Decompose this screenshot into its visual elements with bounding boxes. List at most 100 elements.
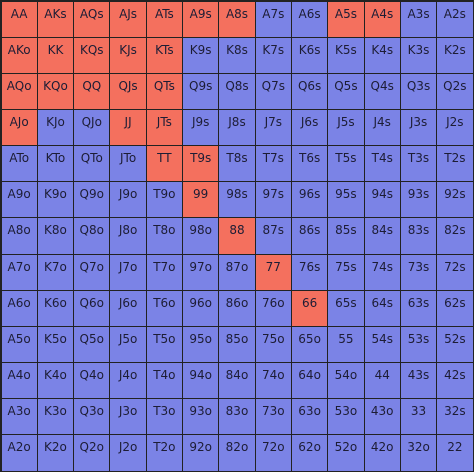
- hand-cell-88[interactable]: 88: [218, 217, 256, 255]
- hand-cell-a8s[interactable]: A8s: [218, 0, 256, 38]
- hand-cell-44[interactable]: 44: [363, 362, 401, 400]
- hand-cell-76s[interactable]: 76s: [290, 253, 329, 291]
- hand-cell-j8s[interactable]: J8s: [218, 108, 256, 147]
- hand-cell-qto[interactable]: QTo: [73, 145, 111, 183]
- hand-cell-33[interactable]: 33: [399, 398, 438, 436]
- hand-cell-t3o[interactable]: T3o: [145, 398, 184, 436]
- hand-cell-j3s[interactable]: J3s: [399, 108, 438, 147]
- hand-cell-q8o[interactable]: Q8o: [73, 217, 111, 255]
- hand-cell-87o[interactable]: 87o: [218, 253, 256, 291]
- hand-cell-j8o[interactable]: J8o: [109, 217, 147, 255]
- hand-cell-t8s[interactable]: T8s: [218, 145, 256, 183]
- hand-cell-k3s[interactable]: K3s: [399, 36, 438, 74]
- hand-cell-q3s[interactable]: Q3s: [399, 72, 438, 110]
- hand-cell-jj[interactable]: JJ: [109, 108, 147, 147]
- hand-cell-t4o[interactable]: T4o: [145, 362, 184, 400]
- hand-cell-87s[interactable]: 87s: [254, 217, 292, 255]
- hand-cell-92s[interactable]: 92s: [436, 181, 474, 219]
- hand-cell-65o[interactable]: 65o: [290, 325, 329, 364]
- hand-cell-ako[interactable]: AKo: [0, 36, 38, 74]
- hand-cell-j9o[interactable]: J9o: [109, 181, 147, 219]
- hand-cell-kts[interactable]: KTs: [145, 36, 184, 74]
- hand-cell-j7s[interactable]: J7s: [254, 108, 292, 147]
- hand-cell-k2s[interactable]: K2s: [436, 36, 474, 74]
- hand-cell-65s[interactable]: 65s: [327, 289, 365, 327]
- hand-cell-64s[interactable]: 64s: [363, 289, 401, 327]
- hand-cell-a5o[interactable]: A5o: [0, 325, 38, 364]
- hand-cell-84o[interactable]: 84o: [218, 362, 256, 400]
- hand-cell-aqs[interactable]: AQs: [73, 0, 111, 38]
- hand-cell-84s[interactable]: 84s: [363, 217, 401, 255]
- hand-cell-j5s[interactable]: J5s: [327, 108, 365, 147]
- hand-cell-72s[interactable]: 72s: [436, 253, 474, 291]
- hand-cell-t9s[interactable]: T9s: [182, 145, 220, 183]
- hand-cell-96o[interactable]: 96o: [182, 289, 220, 327]
- hand-cell-54o[interactable]: 54o: [327, 362, 365, 400]
- hand-cell-85o[interactable]: 85o: [218, 325, 256, 364]
- hand-cell-32o[interactable]: 32o: [399, 434, 438, 472]
- hand-cell-k8s[interactable]: K8s: [218, 36, 256, 74]
- hand-cell-66[interactable]: 66: [290, 289, 329, 327]
- hand-cell-97s[interactable]: 97s: [254, 181, 292, 219]
- hand-cell-62s[interactable]: 62s: [436, 289, 474, 327]
- hand-cell-q6o[interactable]: Q6o: [73, 289, 111, 327]
- hand-cell-q3o[interactable]: Q3o: [73, 398, 111, 436]
- hand-cell-t6o[interactable]: T6o: [145, 289, 184, 327]
- hand-cell-a3s[interactable]: A3s: [399, 0, 438, 38]
- hand-cell-a8o[interactable]: A8o: [0, 217, 38, 255]
- hand-cell-j6s[interactable]: J6s: [290, 108, 329, 147]
- hand-cell-t6s[interactable]: T6s: [290, 145, 329, 183]
- hand-cell-q2s[interactable]: Q2s: [436, 72, 474, 110]
- hand-cell-77[interactable]: 77: [254, 253, 292, 291]
- hand-cell-72o[interactable]: 72o: [254, 434, 292, 472]
- hand-cell-82o[interactable]: 82o: [218, 434, 256, 472]
- hand-cell-ats[interactable]: ATs: [145, 0, 184, 38]
- hand-cell-95o[interactable]: 95o: [182, 325, 220, 364]
- hand-cell-q4s[interactable]: Q4s: [363, 72, 401, 110]
- hand-cell-52o[interactable]: 52o: [327, 434, 365, 472]
- hand-cell-t8o[interactable]: T8o: [145, 217, 184, 255]
- hand-cell-43s[interactable]: 43s: [399, 362, 438, 400]
- hand-cell-k9s[interactable]: K9s: [182, 36, 220, 74]
- hand-cell-j2o[interactable]: J2o: [109, 434, 147, 472]
- hand-cell-a3o[interactable]: A3o: [0, 398, 38, 436]
- hand-cell-a4o[interactable]: A4o: [0, 362, 38, 400]
- hand-cell-75o[interactable]: 75o: [254, 325, 292, 364]
- hand-cell-jts[interactable]: JTs: [145, 108, 184, 147]
- hand-cell-qjo[interactable]: QJo: [73, 108, 111, 147]
- hand-cell-k8o[interactable]: K8o: [36, 217, 75, 255]
- hand-cell-53s[interactable]: 53s: [399, 325, 438, 364]
- hand-cell-a4s[interactable]: A4s: [363, 0, 401, 38]
- hand-cell-k5o[interactable]: K5o: [36, 325, 75, 364]
- hand-cell-a2s[interactable]: A2s: [436, 0, 474, 38]
- hand-cell-55[interactable]: 55: [327, 325, 365, 364]
- hand-cell-t9o[interactable]: T9o: [145, 181, 184, 219]
- hand-cell-k6o[interactable]: K6o: [36, 289, 75, 327]
- hand-cell-64o[interactable]: 64o: [290, 362, 329, 400]
- hand-cell-aks[interactable]: AKs: [36, 0, 75, 38]
- hand-cell-q6s[interactable]: Q6s: [290, 72, 329, 110]
- hand-cell-qts[interactable]: QTs: [145, 72, 184, 110]
- hand-cell-t7s[interactable]: T7s: [254, 145, 292, 183]
- hand-cell-q5o[interactable]: Q5o: [73, 325, 111, 364]
- hand-cell-62o[interactable]: 62o: [290, 434, 329, 472]
- hand-cell-q9s[interactable]: Q9s: [182, 72, 220, 110]
- hand-cell-85s[interactable]: 85s: [327, 217, 365, 255]
- hand-cell-ajs[interactable]: AJs: [109, 0, 147, 38]
- hand-cell-73o[interactable]: 73o: [254, 398, 292, 436]
- hand-cell-a7s[interactable]: A7s: [254, 0, 292, 38]
- hand-cell-t7o[interactable]: T7o: [145, 253, 184, 291]
- hand-cell-74s[interactable]: 74s: [363, 253, 401, 291]
- hand-cell-63s[interactable]: 63s: [399, 289, 438, 327]
- hand-cell-94s[interactable]: 94s: [363, 181, 401, 219]
- hand-cell-q4o[interactable]: Q4o: [73, 362, 111, 400]
- hand-cell-a9o[interactable]: A9o: [0, 181, 38, 219]
- hand-cell-j7o[interactable]: J7o: [109, 253, 147, 291]
- hand-cell-93o[interactable]: 93o: [182, 398, 220, 436]
- hand-cell-k4o[interactable]: K4o: [36, 362, 75, 400]
- hand-cell-22[interactable]: 22: [436, 434, 474, 472]
- hand-cell-a9s[interactable]: A9s: [182, 0, 220, 38]
- hand-cell-kqs[interactable]: KQs: [73, 36, 111, 74]
- hand-cell-q5s[interactable]: Q5s: [327, 72, 365, 110]
- hand-cell-aqo[interactable]: AQo: [0, 72, 38, 110]
